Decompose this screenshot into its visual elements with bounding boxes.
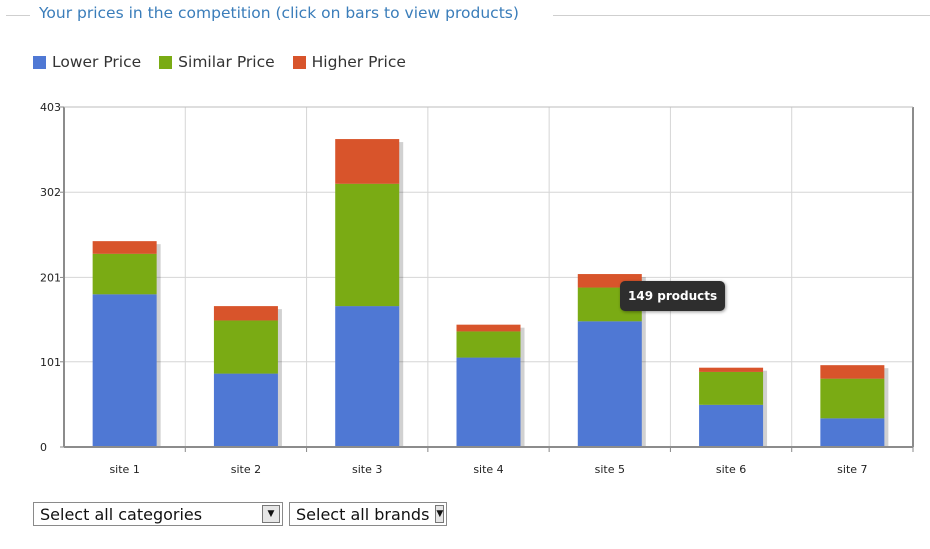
legend-label-lower-price: Lower Price bbox=[52, 53, 142, 71]
x-tick-label: site 1 bbox=[109, 463, 139, 476]
bar-lower-price[interactable] bbox=[699, 404, 764, 447]
legend-swatch-similar-price bbox=[159, 55, 173, 69]
brands-select[interactable]: Select all brands ▼ bbox=[289, 502, 447, 526]
bar-lower-price[interactable] bbox=[820, 418, 885, 447]
x-tick-label: site 7 bbox=[837, 463, 867, 476]
x-tick-label: site 4 bbox=[473, 463, 503, 476]
chevron-down-icon[interactable]: ▼ bbox=[435, 505, 445, 523]
filter-controls: Select all categories ▼ Select all brand… bbox=[33, 502, 447, 526]
y-tick-label: 302 bbox=[40, 186, 61, 199]
bar-higher-price[interactable] bbox=[699, 367, 764, 372]
legend-label-higher-price: Higher Price bbox=[311, 53, 406, 71]
bar-higher-price[interactable] bbox=[335, 139, 400, 184]
legend-label-similar-price: Similar Price bbox=[178, 53, 275, 71]
bar-similar-price[interactable] bbox=[335, 183, 400, 307]
chevron-down-icon[interactable]: ▼ bbox=[262, 505, 280, 523]
y-tick-label: 403 bbox=[40, 101, 61, 114]
stacked-bar-chart: 0 101 201 302 403 site 1 site 2 site 3 site 4 sit… bbox=[40, 101, 914, 476]
x-tick-label: site 5 bbox=[595, 463, 625, 476]
legend-swatch-lower-price bbox=[33, 55, 46, 69]
bar-similar-price[interactable] bbox=[820, 378, 885, 419]
legend-item-lower-price[interactable]: Lower Price bbox=[33, 53, 141, 71]
bar-lower-price[interactable] bbox=[335, 306, 400, 447]
brands-select-value: Select all brands bbox=[296, 504, 430, 524]
bar-similar-price[interactable] bbox=[699, 371, 764, 405]
y-tick-label: 101 bbox=[40, 356, 61, 369]
bar-higher-price[interactable] bbox=[820, 365, 885, 379]
bar-higher-price[interactable] bbox=[456, 324, 521, 332]
bar-tooltip: 149 products bbox=[620, 281, 726, 311]
bar-higher-price[interactable] bbox=[92, 241, 157, 254]
bar-lower-price[interactable] bbox=[456, 357, 521, 447]
panel-title: Your prices in the competition (click on… bbox=[39, 4, 519, 22]
chart-legend: Lower Price Similar Price Higher Price bbox=[33, 53, 406, 71]
categories-select[interactable]: Select all categories ▼ bbox=[33, 502, 283, 526]
panel-border-right bbox=[553, 15, 930, 16]
legend-item-higher-price[interactable]: Higher Price bbox=[292, 53, 406, 71]
bar-similar-price[interactable] bbox=[456, 331, 521, 358]
x-tick-label: site 3 bbox=[352, 463, 382, 476]
legend-item-similar-price[interactable]: Similar Price bbox=[159, 53, 275, 71]
legend-swatch-higher-price bbox=[292, 55, 306, 69]
x-tick-label: site 2 bbox=[231, 463, 261, 476]
panel-border-left bbox=[6, 15, 30, 16]
bar-higher-price[interactable] bbox=[213, 306, 278, 321]
bar-lower-price[interactable] bbox=[213, 373, 278, 447]
x-tick-label: site 6 bbox=[716, 463, 746, 476]
y-tick-label: 0 bbox=[40, 441, 47, 454]
bar-similar-price[interactable] bbox=[213, 320, 278, 374]
bar-lower-price[interactable] bbox=[92, 294, 157, 447]
y-tick-label: 201 bbox=[40, 271, 61, 284]
bar-lower-price[interactable] bbox=[577, 321, 642, 447]
bar-similar-price[interactable] bbox=[92, 253, 157, 295]
categories-select-value: Select all categories bbox=[40, 504, 203, 524]
